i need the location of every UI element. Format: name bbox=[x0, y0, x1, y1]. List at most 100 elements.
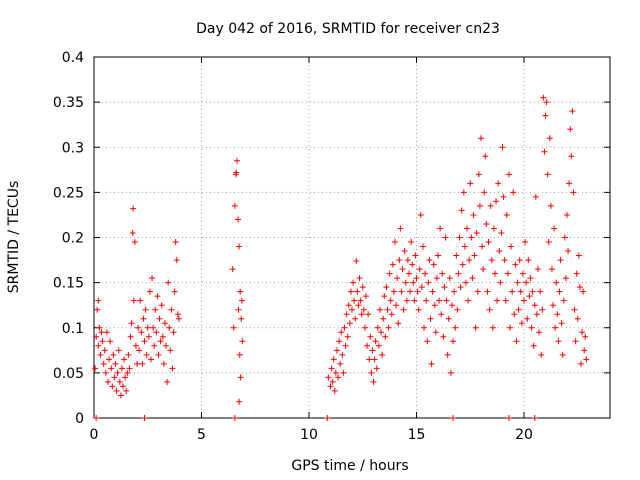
data-point bbox=[473, 229, 480, 236]
data-point bbox=[369, 347, 376, 354]
data-point bbox=[337, 360, 344, 367]
data-point bbox=[393, 302, 400, 309]
data-point bbox=[461, 243, 468, 250]
y-tick-label: 0.25 bbox=[53, 185, 84, 201]
data-point bbox=[338, 329, 345, 336]
data-point bbox=[462, 279, 469, 286]
data-point bbox=[421, 324, 428, 331]
data-point bbox=[558, 320, 565, 327]
data-point bbox=[468, 234, 475, 241]
data-point bbox=[408, 239, 415, 246]
data-point bbox=[343, 311, 350, 318]
data-point bbox=[482, 153, 489, 160]
data-point bbox=[235, 306, 242, 313]
y-tick-label: 0.2 bbox=[62, 231, 84, 247]
data-point bbox=[366, 356, 373, 363]
data-point bbox=[386, 270, 393, 277]
x-tick-label: 0 bbox=[90, 427, 99, 443]
data-point bbox=[430, 261, 437, 268]
data-point bbox=[140, 315, 147, 322]
data-point bbox=[401, 248, 408, 255]
data-point bbox=[93, 333, 100, 340]
data-point bbox=[135, 324, 142, 331]
data-point bbox=[550, 302, 557, 309]
data-point bbox=[121, 356, 128, 363]
data-point bbox=[581, 347, 588, 354]
data-point bbox=[528, 324, 535, 331]
data-point bbox=[325, 374, 332, 381]
data-point bbox=[402, 279, 409, 286]
data-point bbox=[426, 257, 433, 264]
data-point bbox=[153, 329, 160, 336]
data-point bbox=[561, 234, 568, 241]
data-point bbox=[471, 252, 478, 259]
data-point bbox=[579, 329, 586, 336]
data-point bbox=[566, 180, 573, 187]
data-point bbox=[476, 202, 483, 209]
data-point bbox=[503, 211, 510, 218]
data-point bbox=[339, 351, 346, 358]
data-point bbox=[489, 324, 496, 331]
data-point bbox=[99, 338, 106, 345]
data-point bbox=[351, 297, 358, 304]
data-point bbox=[361, 324, 368, 331]
data-point bbox=[239, 338, 246, 345]
data-point bbox=[142, 306, 149, 313]
data-point bbox=[450, 338, 457, 345]
data-point bbox=[407, 288, 414, 295]
data-point bbox=[582, 333, 589, 340]
data-point bbox=[460, 189, 467, 196]
data-point bbox=[427, 315, 434, 322]
data-point bbox=[551, 225, 558, 232]
data-point bbox=[168, 306, 175, 313]
y-axis-label: SRMTID / TECUs bbox=[6, 181, 22, 294]
data-point bbox=[438, 311, 445, 318]
data-point bbox=[355, 302, 362, 309]
data-points bbox=[92, 94, 590, 421]
x-axis-label: GPS time / hours bbox=[291, 458, 408, 474]
data-point bbox=[101, 347, 108, 354]
data-point bbox=[110, 351, 117, 358]
data-point bbox=[141, 338, 148, 345]
data-point bbox=[546, 135, 553, 142]
data-point bbox=[356, 275, 363, 282]
y-tick-label: 0.05 bbox=[53, 366, 84, 382]
data-point bbox=[384, 306, 391, 313]
data-point bbox=[155, 351, 162, 358]
data-point bbox=[171, 288, 178, 295]
data-point bbox=[170, 329, 177, 336]
data-point bbox=[480, 266, 487, 273]
plot-frame bbox=[93, 56, 611, 419]
data-point bbox=[381, 293, 388, 300]
data-point bbox=[109, 383, 116, 390]
data-point bbox=[418, 284, 425, 291]
data-point bbox=[509, 288, 516, 295]
data-point bbox=[349, 306, 355, 313]
data-point bbox=[368, 369, 375, 376]
data-point bbox=[165, 279, 172, 286]
data-point bbox=[236, 243, 243, 250]
data-point bbox=[397, 225, 404, 232]
data-point bbox=[400, 306, 407, 313]
data-point bbox=[516, 257, 523, 264]
x-tick-label: 20 bbox=[515, 427, 533, 443]
data-point bbox=[103, 329, 110, 336]
data-point bbox=[145, 333, 152, 340]
data-point bbox=[370, 378, 377, 385]
data-point bbox=[112, 360, 119, 367]
data-point bbox=[454, 306, 461, 313]
data-point bbox=[483, 220, 490, 227]
data-point bbox=[236, 398, 243, 405]
x-tick-label: 10 bbox=[300, 427, 318, 443]
data-point bbox=[472, 324, 479, 331]
data-point bbox=[238, 297, 245, 304]
data-point bbox=[481, 189, 488, 196]
data-point bbox=[150, 324, 157, 331]
data-point bbox=[354, 288, 361, 295]
data-point bbox=[545, 239, 552, 246]
data-point bbox=[425, 279, 432, 286]
data-point bbox=[501, 257, 508, 264]
data-point bbox=[130, 297, 137, 304]
data-point bbox=[388, 311, 395, 318]
data-point bbox=[495, 180, 502, 187]
